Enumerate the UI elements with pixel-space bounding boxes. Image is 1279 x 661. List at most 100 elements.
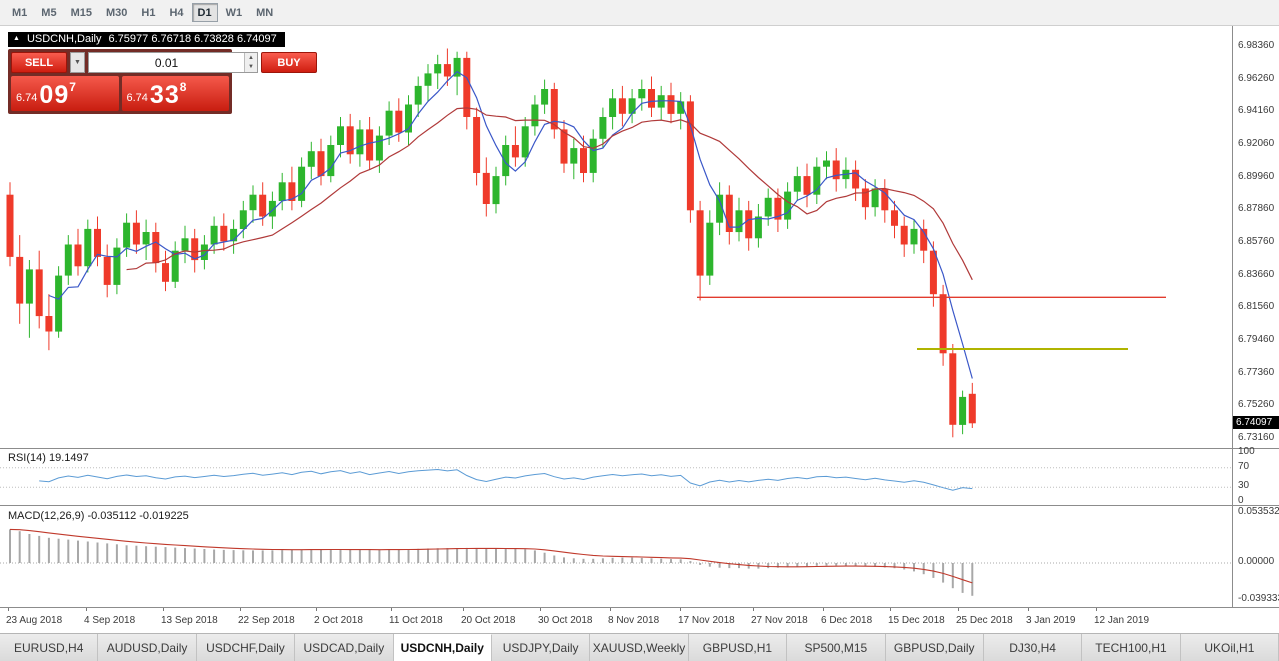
chart-tab-tech100[interactable]: TECH100,H1 — [1082, 634, 1181, 661]
macd-indicator-pane: MACD(12,26,9) -0.035112 -0.019225 — [0, 505, 1279, 607]
buy-price-sup: 8 — [179, 80, 187, 94]
macd-chart[interactable] — [0, 506, 1232, 607]
macd-axis-label: 0.053532 — [1238, 506, 1279, 517]
sell-price-sup: 7 — [69, 80, 76, 94]
timeframe-h4[interactable]: H4 — [163, 3, 189, 22]
time-axis-tick — [823, 608, 824, 611]
rsi-indicator-label: RSI(14) 19.1497 — [8, 452, 89, 464]
timeframe-d1[interactable]: D1 — [191, 3, 218, 22]
macd-axis-label: 0.00000 — [1238, 556, 1275, 567]
sell-price-button[interactable]: 6.74 09 7 — [11, 76, 119, 111]
time-axis-label: 8 Nov 2018 — [608, 615, 660, 626]
price-axis-label: 6.87860 — [1238, 203, 1275, 215]
time-axis-tick — [958, 608, 959, 611]
chart-tabs: EURUSD,H4 AUDUSD,Daily USDCHF,Daily USDCAD,… — [0, 633, 1279, 661]
price-axis-label: 6.79460 — [1238, 333, 1275, 345]
time-axis-tick — [86, 608, 87, 611]
time-axis-tick — [463, 608, 464, 611]
timeframe-m5[interactable]: M5 — [35, 3, 62, 22]
time-axis-tick — [163, 608, 164, 611]
volume-input[interactable] — [89, 53, 244, 72]
time-axis-label: 2 Oct 2018 — [314, 615, 363, 626]
chart-tab-eurusd[interactable]: EURUSD,H4 — [0, 634, 99, 661]
price-axis-label: 6.89960 — [1238, 170, 1275, 182]
time-axis-label: 22 Sep 2018 — [238, 615, 295, 626]
time-axis-tick — [540, 608, 541, 611]
price-axis-label: 6.77360 — [1238, 366, 1275, 378]
time-axis-label: 12 Jan 2019 — [1094, 615, 1150, 626]
chart-tab-ukoil[interactable]: UKOil,H1 — [1180, 634, 1279, 661]
chart-tab-gbpusd[interactable]: GBPUSD,Daily — [885, 634, 984, 661]
price-axis-label: 6.96260 — [1238, 72, 1275, 84]
price-axis-label: 6.98360 — [1238, 40, 1275, 52]
price-axis-label: 6.81560 — [1238, 301, 1275, 313]
timeframe-m15[interactable]: M15 — [65, 3, 98, 22]
time-axis-tick — [8, 608, 9, 611]
rsi-indicator-pane: RSI(14) 19.1497 — [0, 448, 1279, 505]
buy-price-button[interactable]: 6.74 33 8 — [121, 76, 229, 111]
macd-axis-label: -0.039333 — [1238, 592, 1279, 604]
price-axis-label: 6.73160 — [1238, 431, 1275, 443]
buy-button[interactable]: BUY — [261, 52, 317, 73]
one-click-trading-panel: SELL ▼ ▲ ▼ BUY 6.74 09 7 6.7 — [8, 49, 317, 114]
chart-ohlc-values: 6.75977 6.76718 6.73828 6.74097 — [108, 33, 277, 45]
sell-button[interactable]: SELL — [11, 52, 67, 73]
time-axis-label: 6 Dec 2018 — [821, 615, 873, 626]
sell-price-base: 6.74 — [16, 92, 38, 104]
time-axis-tick — [1028, 608, 1029, 611]
timeframe-toolbar: M1 M5 M15 M30 H1 H4 D1 W1 MN — [0, 0, 1279, 26]
price-axis-divider — [1232, 26, 1233, 607]
time-axis-label: 15 Dec 2018 — [888, 615, 945, 626]
rsi-axis-label: 100 — [1238, 446, 1255, 457]
time-axis-tick — [610, 608, 611, 611]
time-axis-label: 23 Aug 2018 — [6, 615, 63, 626]
timeframe-h1[interactable]: H1 — [135, 3, 161, 22]
timeframe-mn[interactable]: MN — [250, 3, 279, 22]
chart-tab-audusd[interactable]: AUDUSD,Daily — [98, 634, 197, 661]
time-axis-label: 25 Dec 2018 — [956, 615, 1013, 626]
chart-tab-usdcad[interactable]: USDCAD,Daily — [295, 634, 394, 661]
buy-price-base: 6.74 — [126, 92, 148, 104]
collapse-arrow-icon[interactable]: ▲ — [13, 35, 20, 42]
time-axis-tick — [1096, 608, 1097, 611]
price-axis-label: 6.85760 — [1238, 235, 1275, 247]
chart-tab-usdchf[interactable]: USDCHF,Daily — [196, 634, 296, 661]
time-axis-label: 17 Nov 2018 — [678, 615, 735, 626]
rsi-chart[interactable] — [0, 449, 1232, 505]
price-axis-label: 6.75260 — [1238, 399, 1275, 411]
price-axis-label: 6.92060 — [1238, 138, 1275, 150]
time-axis-label: 3 Jan 2019 — [1026, 615, 1076, 626]
time-axis-label: 11 Oct 2018 — [389, 615, 443, 626]
chart-tab-sp500[interactable]: SP500,M15 — [787, 634, 886, 661]
price-axis-label: 6.83660 — [1238, 268, 1275, 280]
rsi-axis-label: 0 — [1238, 495, 1244, 506]
chart-tab-gbpusd[interactable]: GBPUSD,H1 — [688, 634, 788, 661]
time-axis-tick — [240, 608, 241, 611]
time-axis-tick — [391, 608, 392, 611]
chart-tab-usdcnh[interactable]: USDCNH,Daily — [393, 634, 492, 661]
main-chart-pane: ▲ USDCNH,Daily 6.75977 6.76718 6.73828 6… — [0, 26, 1232, 448]
timeframe-m1[interactable]: M1 — [6, 3, 33, 22]
chart-symbol-label: USDCNH,Daily — [26, 33, 102, 45]
volume-dropdown-button[interactable]: ▼ — [70, 52, 85, 73]
time-axis-label: 13 Sep 2018 — [161, 615, 218, 626]
candlestick-chart[interactable] — [0, 26, 1232, 448]
time-axis-label: 27 Nov 2018 — [751, 615, 808, 626]
timeframe-m30[interactable]: M30 — [100, 3, 133, 22]
time-axis-label: 4 Sep 2018 — [84, 615, 136, 626]
time-axis-tick — [680, 608, 681, 611]
time-axis[interactable]: 23 Aug 2018 4 Sep 2018 13 Sep 2018 22 Sep 2… — [0, 607, 1279, 633]
volume-up-button[interactable]: ▲ — [245, 53, 257, 63]
volume-stepper: ▲ ▼ — [244, 53, 257, 72]
chart-tab-usdjpy[interactable]: USDJPY,Daily — [491, 634, 591, 661]
sell-price-big: 09 — [39, 81, 70, 109]
chart-tab-xauusd[interactable]: XAUUSD,Weekly — [590, 634, 689, 661]
time-axis-tick — [753, 608, 754, 611]
volume-down-button[interactable]: ▼ — [245, 62, 257, 72]
timeframe-w1[interactable]: W1 — [220, 3, 249, 22]
chart-tab-dj30[interactable]: DJ30,H4 — [983, 634, 1083, 661]
chart-title-overlay: ▲ USDCNH,Daily 6.75977 6.76718 6.73828 6… — [8, 32, 285, 47]
price-axis-label: 6.94160 — [1238, 105, 1275, 117]
time-axis-tick — [890, 608, 891, 611]
